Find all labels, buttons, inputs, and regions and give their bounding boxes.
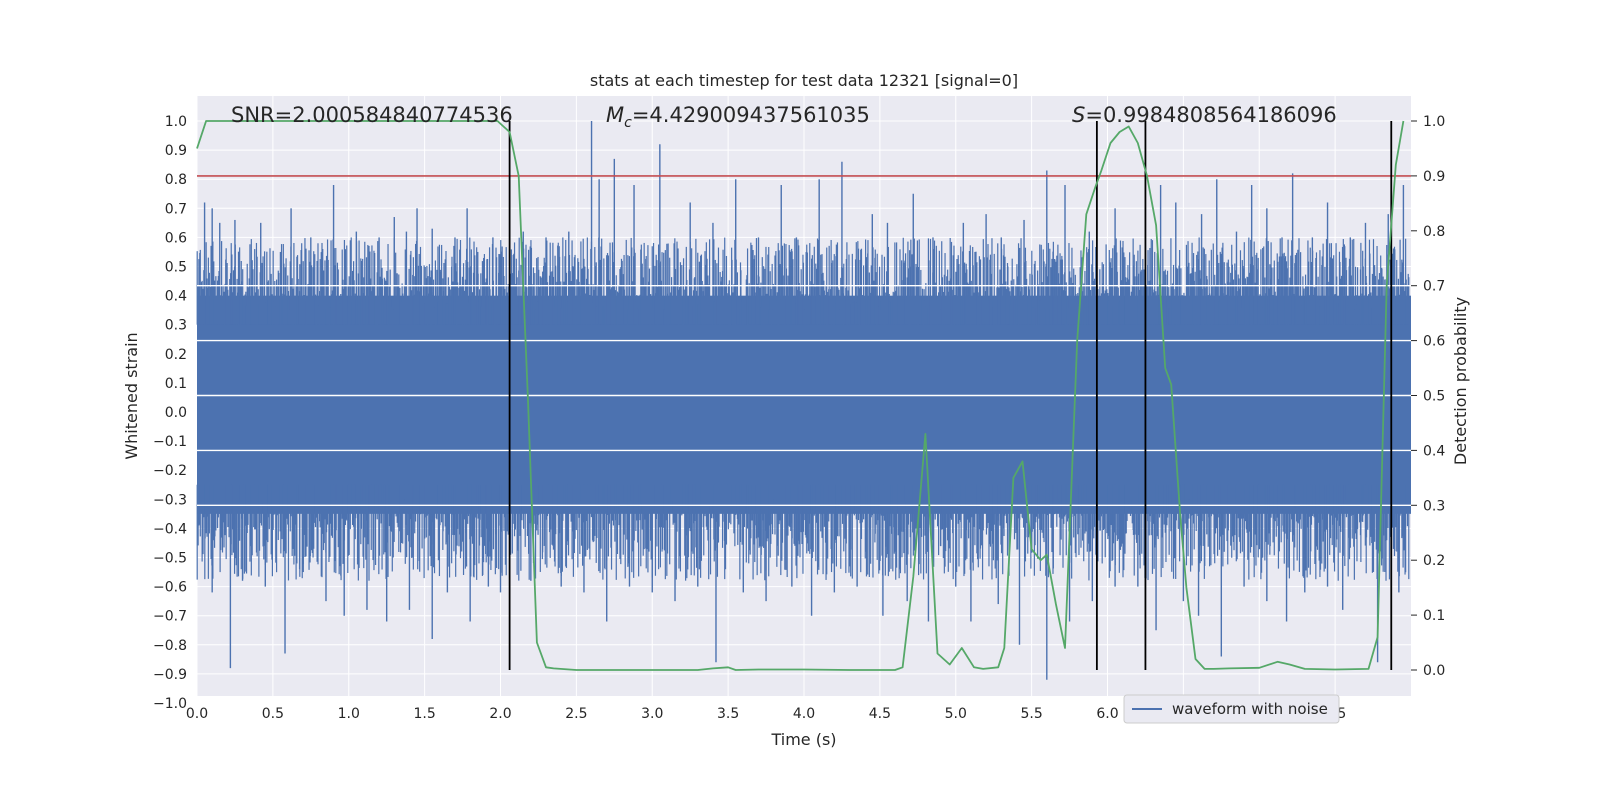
s-value: =0.9984808564186096 xyxy=(1085,103,1336,127)
tick-labels: 0.00.51.01.52.02.53.03.54.04.55.05.56.06… xyxy=(153,114,1445,722)
chirp-mass-annotation: Mc=4.429009437561035 xyxy=(606,103,870,131)
y-tick-label: −0.5 xyxy=(153,551,187,567)
y2-tick-label: 0.6 xyxy=(1423,334,1445,350)
x-tick-label: 4.5 xyxy=(869,706,891,722)
y2-tick-label: 0.4 xyxy=(1423,443,1445,459)
mc-subscript: c xyxy=(624,115,632,131)
mc-value: =4.429009437561035 xyxy=(632,103,870,127)
y2-tick-label: 0.1 xyxy=(1423,608,1445,624)
y-tick-label: −0.1 xyxy=(153,434,187,450)
y-tick-label: 0.2 xyxy=(165,347,187,363)
legend-entry: waveform with noise xyxy=(1172,700,1328,718)
x-axis-label: Time (s) xyxy=(770,730,836,749)
y2-axis-label: Detection probability xyxy=(1451,297,1470,465)
x-tick-label: 4.0 xyxy=(793,706,815,722)
waveform-dense-band xyxy=(197,295,1411,514)
mc-symbol: M xyxy=(606,103,624,127)
y2-tick-label: 0.7 xyxy=(1423,279,1445,295)
chart-title: stats at each timestep for test data 123… xyxy=(590,71,1018,90)
x-tick-label: 3.5 xyxy=(717,706,739,722)
probability-series xyxy=(196,120,1405,671)
y-tick-label: −0.7 xyxy=(153,609,187,625)
y-tick-label: 0.0 xyxy=(165,405,187,421)
y-tick-label: 0.7 xyxy=(165,201,187,217)
y-tick-label: −0.3 xyxy=(153,492,187,508)
y2-tick-label: 0.5 xyxy=(1423,389,1445,405)
y-tick-label: −0.9 xyxy=(153,667,187,683)
s-annotation: S=0.9984808564186096 xyxy=(1072,103,1337,127)
x-tick-label: 1.0 xyxy=(338,706,360,722)
y2-tick-label: 0.3 xyxy=(1423,498,1445,514)
snr-annotation: SNR=2.000584840774536 xyxy=(231,103,513,127)
legend-box xyxy=(1123,694,1340,724)
x-tick-label: 0.0 xyxy=(186,706,208,722)
overlay-lines xyxy=(197,121,1411,670)
y-tick-label: 0.4 xyxy=(165,289,187,305)
y-tick-label: −0.2 xyxy=(153,463,187,479)
x-tick-label: 5.0 xyxy=(945,706,967,722)
y-tick-label: 0.6 xyxy=(165,230,187,246)
y-tick-label: −1.0 xyxy=(153,696,187,712)
detection-probability-line xyxy=(196,120,1405,671)
x-tick-label: 2.0 xyxy=(489,706,511,722)
y2-tick-label: 0.8 xyxy=(1423,224,1445,240)
s-symbol: S xyxy=(1072,103,1085,127)
y-tick-label: 0.3 xyxy=(165,318,187,334)
y-tick-label: −0.8 xyxy=(153,638,187,654)
y-tick-label: 0.8 xyxy=(165,172,187,188)
x-tick-label: 5.5 xyxy=(1020,706,1042,722)
y-tick-label: 0.5 xyxy=(165,260,187,276)
x-tick-label: 2.5 xyxy=(565,706,587,722)
y-tick-label: 0.1 xyxy=(165,376,187,392)
y2-tick-label: 0.9 xyxy=(1423,169,1445,185)
y-tick-label: 0.9 xyxy=(165,143,187,159)
y-tick-label: −0.6 xyxy=(153,580,187,596)
x-tick-label: 3.0 xyxy=(641,706,663,722)
y-tick-label: −0.4 xyxy=(153,521,187,537)
y-axis-label: Whitened strain xyxy=(122,332,141,459)
y2-tick-label: 0.2 xyxy=(1423,553,1445,569)
waveform-series xyxy=(196,121,1411,680)
y2-tick-label: 0.0 xyxy=(1423,663,1445,679)
x-tick-label: 1.5 xyxy=(413,706,435,722)
y2-tick-label: 1.0 xyxy=(1423,114,1445,130)
y-tick-label: 1.0 xyxy=(165,114,187,130)
legend: waveform with noise xyxy=(1123,694,1340,724)
x-tick-label: 0.5 xyxy=(262,706,284,722)
x-tick-label: 6.0 xyxy=(1096,706,1118,722)
